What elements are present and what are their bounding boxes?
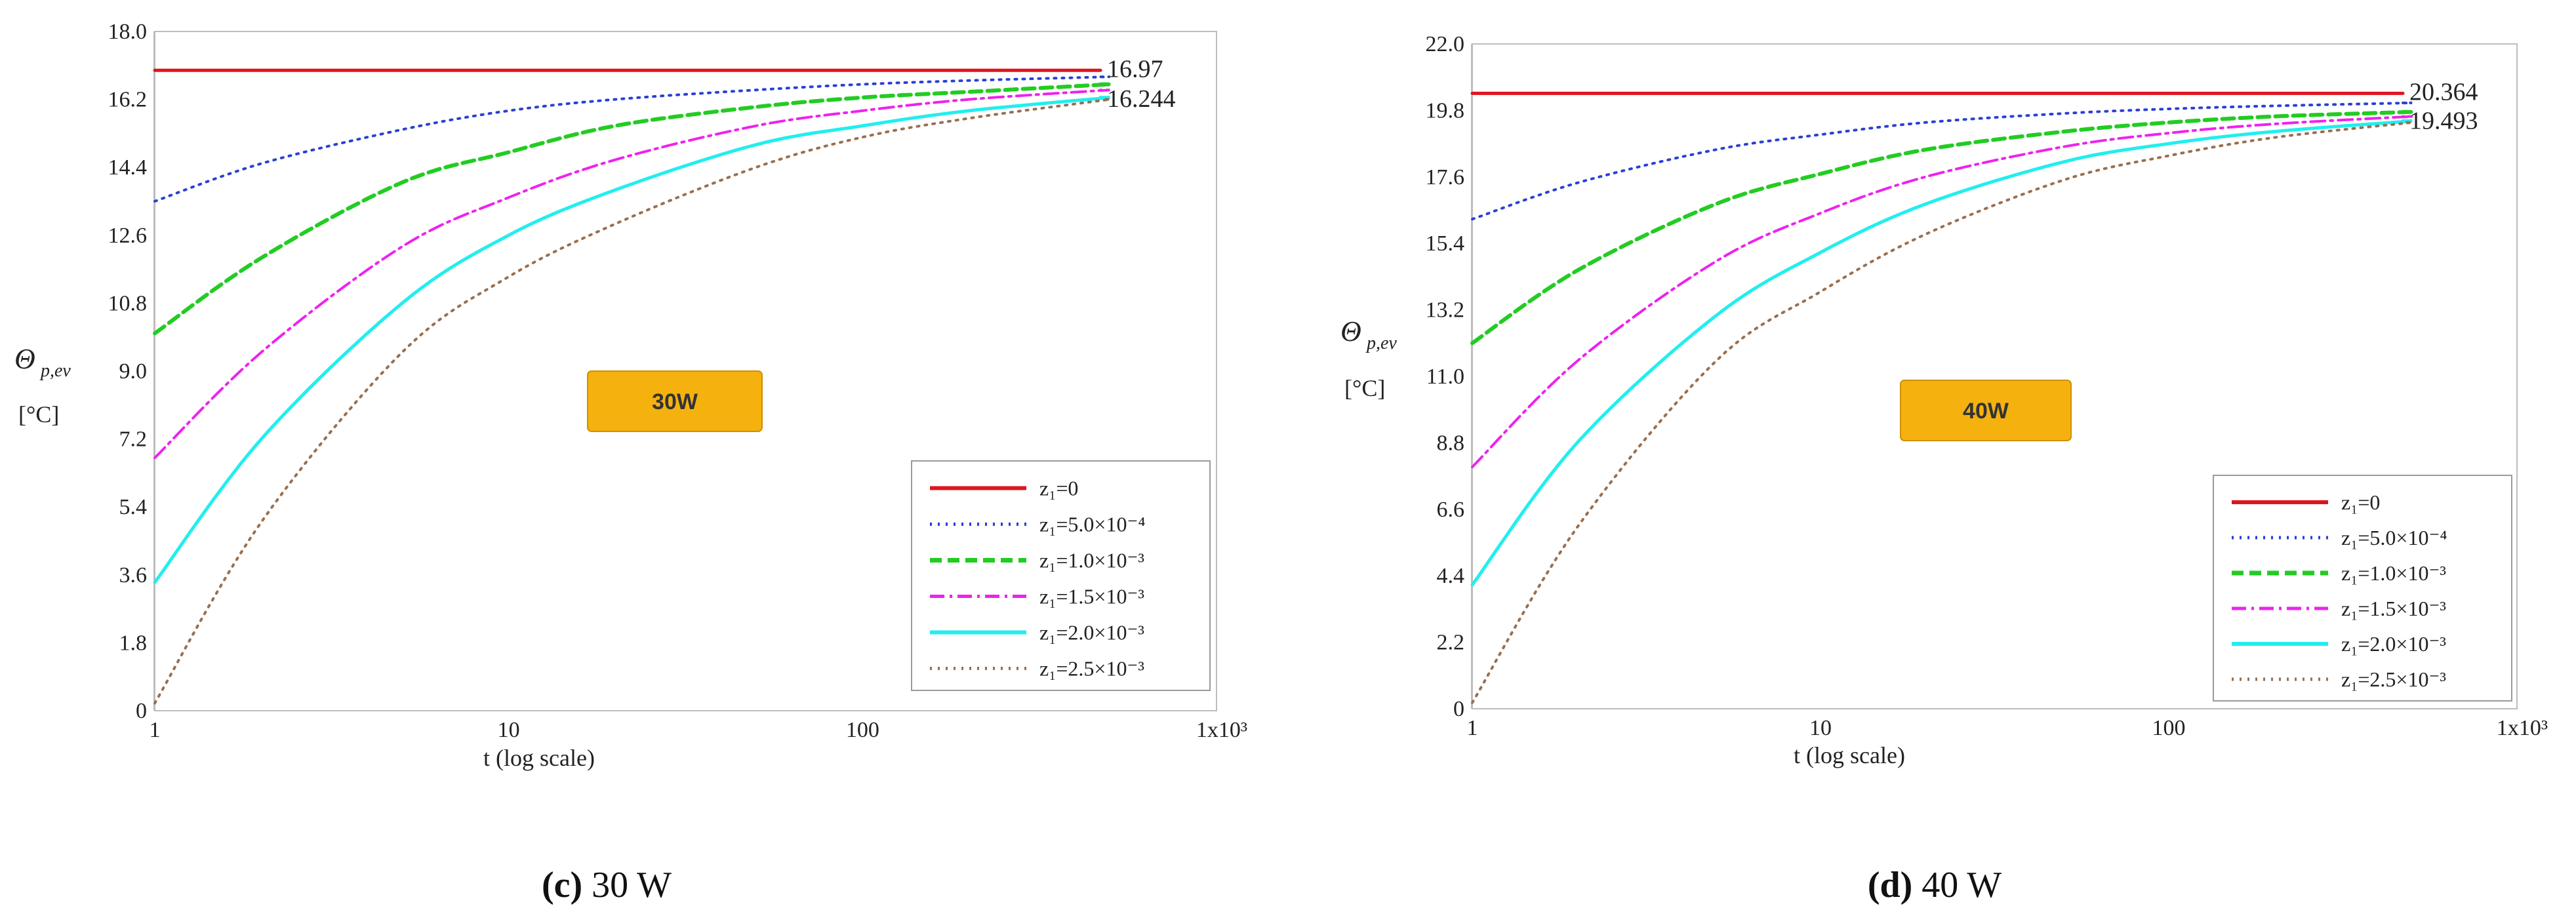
y-tick-label-c: 0: [136, 699, 147, 723]
series-line-d-3: [1471, 115, 2413, 469]
legend-c: z₁=0 z₁=5.0×10⁻⁴ z₁=1.0×10⁻³ z₁=1.5×10⁻³ z₁=…: [911, 460, 1211, 691]
y-tick-labels-d: 0 2.2 4.4 6.6 8.8 11.0 13.2 15.4 17.6 19.8 22.0: [1426, 32, 1465, 721]
y-tick-label-d: 6.6: [1437, 498, 1465, 522]
legend-label-c: z₁=2.5×10⁻³: [1039, 657, 1144, 681]
legend-label-d: z₁=5.0×10⁻⁴: [2341, 526, 2447, 549]
y-tick-label-c: 16.2: [108, 88, 148, 112]
badge-box-d: [1900, 380, 2072, 441]
y-tick-label-d: 13.2: [1426, 298, 1465, 323]
y-tick-label-c: 12.6: [108, 224, 148, 248]
series-line-c-5: [153, 98, 1110, 705]
y-tick-label-c: 10.8: [108, 291, 148, 315]
badge-box-c: [587, 370, 763, 432]
x-tick-label-c: 1x10³: [1196, 718, 1247, 742]
y-tick-label-c: 14.4: [108, 155, 148, 180]
y-tick-label-d: 17.6: [1426, 165, 1465, 189]
legend-label-d: z₁=0: [2341, 490, 2380, 514]
series-line-c-4: [153, 96, 1110, 584]
series-line-c-2: [153, 82, 1110, 336]
legend-label-c: z₁=1.0×10⁻³: [1039, 549, 1144, 572]
legend-box-d: [2213, 475, 2512, 702]
caption-d: (d) 40 W: [1868, 865, 2002, 905]
x-axis-label-c: t (log scale): [483, 745, 595, 771]
end-value-label-c: 16.97: [1107, 55, 1163, 83]
series-group-d: [1470, 91, 2413, 704]
caption-text-d: 40 W: [1912, 865, 2002, 905]
y-tick-label-d: 2.2: [1437, 631, 1465, 655]
y-tick-label-c: 7.2: [119, 427, 148, 452]
x-tick-label-d: 1: [1467, 716, 1478, 740]
y-tick-label-c: 5.4: [119, 495, 148, 519]
y-tick-label-c: 1.8: [119, 631, 148, 655]
caption-c: (c) 30 W: [542, 865, 672, 905]
legend-label-c: z₁=1.5×10⁻³: [1039, 585, 1144, 608]
y-tick-label-d: 15.4: [1426, 231, 1465, 256]
y-axis-symbol-d: Θ: [1340, 315, 1361, 347]
y-axis-subscript-d: p,ev: [1365, 333, 1397, 353]
legend-label-d: z₁=2.5×10⁻³: [2341, 667, 2446, 691]
legend-box-c: [911, 460, 1211, 691]
x-tick-label-d: 10: [1809, 716, 1832, 740]
caption-letter-d: (d): [1868, 865, 1912, 905]
x-tick-labels-d: 1 10 100 1x10³: [1467, 716, 2548, 740]
x-tick-label-d: 100: [2152, 716, 2186, 740]
y-tick-label-c: 18.0: [108, 20, 148, 44]
series-line-c-3: [153, 89, 1110, 460]
x-tick-labels-c: 1 10 100 1x10³: [150, 718, 1248, 742]
end-value-label-c: 16.244: [1107, 85, 1176, 113]
y-tick-label-d: 22.0: [1426, 32, 1465, 56]
caption-letter-c: (c): [542, 865, 582, 905]
y-tick-label-c: 9.0: [119, 359, 148, 384]
x-tick-label-c: 10: [498, 718, 520, 742]
y-tick-label-d: 4.4: [1437, 564, 1465, 588]
x-tick-label-d: 1x10³: [2497, 716, 2548, 740]
y-axis-subscript-c: p,ev: [39, 361, 71, 381]
x-tick-label-c: 1: [150, 718, 161, 742]
badge-label-c: 30W: [652, 389, 698, 414]
series-line-d-4: [1470, 119, 2413, 587]
y-tick-label-d: 19.8: [1426, 98, 1465, 123]
series-group-c: [153, 68, 1110, 705]
series-line-d-2: [1470, 109, 2413, 346]
chart-panel-c: 0 1.8 3.6 5.4 7.2 9.0 10.8 12.6 14.4 16.2 18.0 1 10…: [14, 20, 1247, 905]
legend-label-d: z₁=2.0×10⁻³: [2341, 632, 2446, 656]
series-line-d-1: [1471, 101, 2413, 221]
caption-text-c: 30 W: [582, 865, 672, 905]
end-value-label-d: 20.364: [2409, 78, 2478, 106]
y-tick-label-d: 8.8: [1437, 431, 1465, 455]
end-value-label-d: 19.493: [2409, 108, 2478, 135]
badge-label-d: 40W: [1963, 399, 2009, 424]
x-axis-label-d: t (log scale): [1794, 742, 1905, 768]
legend-label-d: z₁=1.5×10⁻³: [2341, 597, 2446, 620]
badge-d: 40W: [1900, 380, 2072, 441]
series-line-c-1: [153, 75, 1110, 203]
y-tick-label-d: 0: [1453, 697, 1464, 721]
x-tick-label-c: 100: [846, 718, 879, 742]
y-axis-unit-d: [°C]: [1344, 375, 1385, 401]
legend-label-c: z₁=2.0×10⁻³: [1039, 621, 1144, 644]
series-line-d-5: [1471, 121, 2413, 704]
y-tick-label-c: 3.6: [119, 563, 148, 587]
legend-label-c: z₁=5.0×10⁻⁴: [1039, 513, 1146, 536]
legend-label-c: z₁=0: [1039, 477, 1078, 500]
y-tick-labels-c: 0 1.8 3.6 5.4 7.2 9.0 10.8 12.6 14.4 16.2 18.0: [108, 20, 148, 723]
y-axis-symbol-c: Θ: [14, 343, 35, 375]
badge-c: 30W: [587, 370, 763, 432]
y-tick-label-d: 11.0: [1426, 365, 1464, 389]
legend-d: z₁=0 z₁=5.0×10⁻⁴ z₁=1.0×10⁻³ z₁=1.5×10⁻³ z₁=…: [2213, 475, 2512, 702]
legend-label-d: z₁=1.0×10⁻³: [2341, 561, 2446, 585]
y-axis-unit-c: [°C]: [18, 401, 59, 427]
